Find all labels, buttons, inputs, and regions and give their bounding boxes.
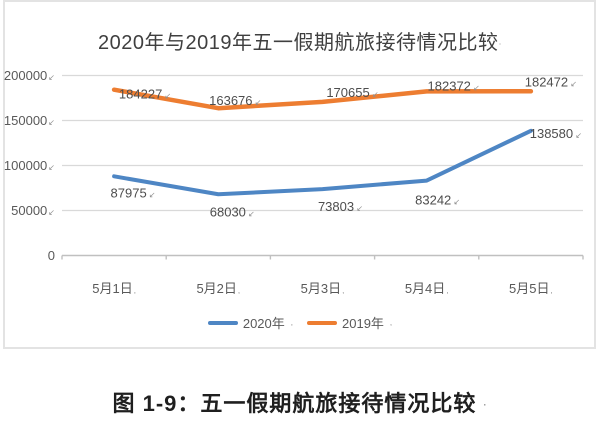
y-tick-value: 200000 <box>3 68 48 83</box>
label-end-mark: ↙ <box>246 209 255 218</box>
data-label-2019年-5月3日: 170655 ↙ <box>326 85 378 100</box>
tick-end-mark: , <box>133 286 136 295</box>
y-tick-label-50000: 50000↙ <box>3 204 55 219</box>
legend-end-mark: , <box>389 318 393 327</box>
figure-caption-text: 图 1-9：五一假期航旅接待情况比较 <box>112 391 477 416</box>
y-tick-value: 150000 <box>3 113 48 128</box>
y-tick-label-200000: 200000↙ <box>3 69 55 84</box>
y-tick-value: 0 <box>47 248 55 263</box>
label-end-mark: ↙ <box>370 90 379 99</box>
data-label-2020年-5月2日: 68030 ↙ <box>210 204 255 219</box>
x-tick-label-5月1日: 5月1日, <box>69 278 159 297</box>
legend-label: 2020年 <box>242 316 285 331</box>
label-end-mark: ↙ <box>354 204 363 213</box>
y-tick-label-0: 0 <box>3 249 55 262</box>
x-tick-value: 5月2日 <box>196 281 237 296</box>
x-tick-label-5月3日: 5月3日, <box>278 278 368 297</box>
data-label-2019年-5月5日: 182472 ↙ <box>525 74 577 89</box>
x-tick-value: 5月4日 <box>404 281 446 296</box>
legend: 2020年, 2019年, <box>0 313 600 332</box>
tick-end-mark: , <box>550 286 553 295</box>
chart-frame <box>3 0 596 349</box>
data-label-2020年-5月5日: 138580 ↙ <box>530 126 582 141</box>
legend-line-swatch <box>207 320 238 325</box>
label-end-mark: ↙ <box>568 79 577 88</box>
tick-end-mark: , <box>446 286 449 295</box>
data-label-2019年-5月1日: 184227 ↙ <box>119 87 171 102</box>
x-tick-label-5月5日: 5月5日, <box>486 278 576 297</box>
chart-title-text: 2020年与2019年五一假期航旅接待情况比较 <box>98 32 499 54</box>
y-tick-value: 100000 <box>3 158 48 173</box>
x-tick-value: 5月3日 <box>300 281 342 296</box>
label-end-mark: ↙ <box>471 83 480 92</box>
tick-end-mark: ↙ <box>48 208 55 217</box>
label-end-mark: ↙ <box>162 92 171 101</box>
data-label-2019年-5月4日: 182372 ↙ <box>428 78 480 93</box>
tick-end-mark: ↙ <box>48 163 55 172</box>
label-end-mark: ↙ <box>451 198 460 207</box>
data-label-2020年-5月4日: 83242 ↙ <box>415 193 460 208</box>
caption-end-mark: · <box>483 400 488 411</box>
legend-label: 2019年 <box>342 316 384 331</box>
y-tick-label-100000: 100000↙ <box>3 159 55 174</box>
y-tick-label-150000: 150000↙ <box>3 114 55 129</box>
tick-end-mark: , <box>237 286 241 295</box>
tick-end-mark: , <box>342 286 345 295</box>
x-tick-value: 5月1日 <box>92 281 133 296</box>
legend-line-swatch <box>307 320 337 325</box>
y-tick-value: 50000 <box>11 203 48 218</box>
tick-end-mark: ↙ <box>48 73 55 82</box>
x-tick-label-5月4日: 5月4日, <box>382 278 472 297</box>
data-label-2020年-5月3日: 73803 ↙ <box>318 199 363 214</box>
title-end-mark: · <box>498 38 502 49</box>
legend-item-2020年: 2020年, <box>207 313 293 332</box>
label-end-mark: ↙ <box>147 190 156 199</box>
series-line-2019年 <box>111 87 534 111</box>
x-tick-label-5月2日: 5月2日, <box>173 278 263 297</box>
data-label-2020年-5月1日: 87975 ↙ <box>111 185 156 200</box>
legend-item-2019年: 2019年, <box>307 313 392 332</box>
label-end-mark: ↙ <box>573 131 582 140</box>
figure-caption: 图 1-9：五一假期航旅接待情况比较 · <box>0 386 600 418</box>
tick-end-mark: ↙ <box>48 118 55 127</box>
series-line-2020年 <box>112 128 533 197</box>
data-label-2019年-5月2日: 163676 ↙ <box>209 93 261 108</box>
chart-title: 2020年与2019年五一假期航旅接待情况比较· <box>0 26 600 55</box>
legend-end-mark: , <box>290 318 293 327</box>
x-tick-value: 5月5日 <box>509 281 550 296</box>
label-end-mark: ↙ <box>253 98 262 107</box>
